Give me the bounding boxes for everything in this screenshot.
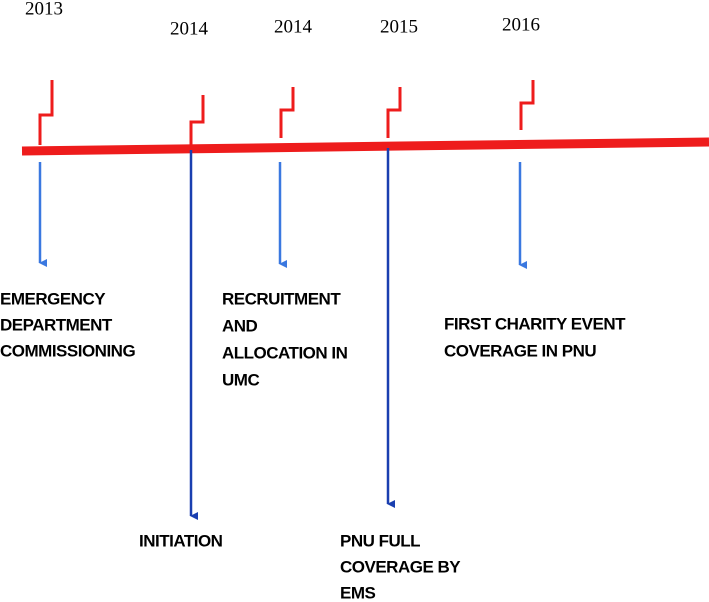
- year-marker: [38, 80, 54, 145]
- event-label: AND: [222, 316, 258, 335]
- event-label: RECRUITMENT: [222, 289, 341, 308]
- event-year: 2015: [380, 16, 418, 37]
- year-marker: [519, 80, 535, 130]
- event-label: FIRST CHARITY EVENT: [444, 314, 626, 333]
- event-label: UMC: [222, 370, 259, 389]
- event-label: DEPARTMENT: [0, 315, 113, 334]
- events: 2013 EMERGENCY DEPARTMENT COMMISSIONING 2014…: [0, 0, 627, 602]
- event-label: PNU FULL: [340, 531, 420, 550]
- year-marker: [386, 87, 402, 138]
- event-label: EMS: [340, 583, 376, 602]
- event-year: 2013: [25, 0, 63, 19]
- event-year: 2014: [170, 18, 209, 39]
- event-label: COMMISSIONING: [0, 341, 135, 360]
- event-label: COVERAGE IN PNU: [444, 341, 596, 360]
- year-marker: [189, 95, 205, 145]
- event-label: ALLOCATION IN: [222, 343, 348, 362]
- event-label: EMERGENCY: [0, 289, 106, 308]
- timeline-axis: [21, 137, 709, 156]
- year-marker: [279, 87, 295, 138]
- event-label: INITIATION: [139, 531, 223, 550]
- event-label: COVERAGE BY: [340, 557, 461, 576]
- event-year: 2016: [502, 14, 540, 35]
- event-year: 2014: [274, 16, 313, 37]
